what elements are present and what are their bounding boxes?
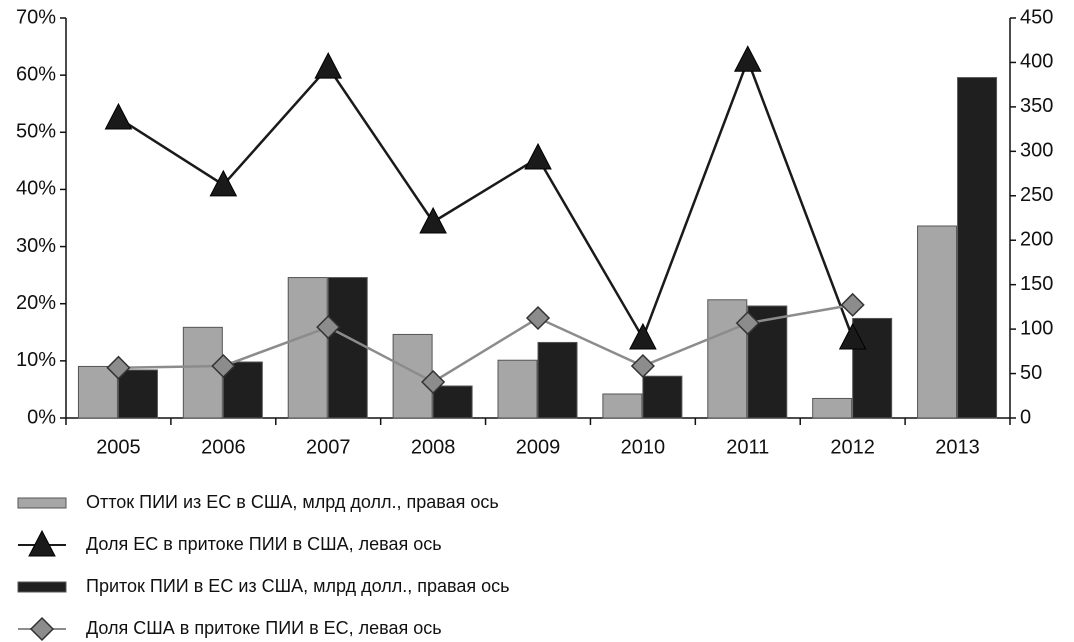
bar — [642, 375, 683, 419]
legend-label: Приток ПИИ в ЕС из США, млрд долл., прав… — [86, 576, 510, 596]
x-tick-label: 2011 — [726, 436, 769, 458]
y2-tick-label: 150 — [1020, 273, 1053, 295]
legend-label: Доля США в притоке ПИИ в ЕС, левая ось — [86, 618, 442, 638]
legend-label: Отток ПИИ из ЕС в США, млрд долл., права… — [86, 492, 499, 512]
bar — [602, 393, 643, 419]
bar — [812, 397, 853, 419]
diamond-marker — [630, 353, 655, 379]
bar — [537, 341, 578, 419]
diamond-marker — [106, 355, 131, 380]
triangle-marker — [629, 322, 657, 350]
triangle-marker — [28, 529, 56, 557]
triangle-marker — [733, 45, 762, 72]
x-tick-label: 2012 — [830, 436, 875, 458]
x-tick-label: 2009 — [516, 436, 561, 458]
y2-tick-label: 100 — [1020, 317, 1053, 339]
y2-tick-label: 250 — [1020, 184, 1053, 206]
bar — [182, 326, 223, 419]
bar — [497, 359, 538, 419]
y2-tick-label: 200 — [1020, 229, 1053, 251]
x-tick-label: 2007 — [306, 436, 351, 458]
y-tick-label: 0% — [27, 406, 56, 428]
bar — [392, 333, 433, 419]
bar — [327, 277, 368, 419]
x-tick-label: 2013 — [935, 436, 980, 458]
y-tick-label: 50% — [16, 121, 56, 143]
y-tick-label: 70% — [16, 6, 56, 28]
diamond-marker — [211, 353, 236, 379]
y2-tick-label: 50 — [1020, 362, 1042, 384]
bar — [707, 299, 748, 419]
diamond-marker — [525, 305, 551, 331]
bar — [957, 77, 998, 419]
y2-tick-label: 0 — [1020, 406, 1031, 428]
diamond-marker — [316, 315, 341, 340]
y2-tick-label: 300 — [1020, 140, 1053, 162]
triangle-marker — [838, 322, 867, 350]
x-tick-label: 2010 — [621, 436, 666, 458]
bar — [432, 385, 473, 419]
bar — [117, 369, 158, 419]
diamond-marker — [840, 292, 865, 317]
triangle-marker — [209, 169, 238, 197]
bar — [287, 277, 328, 419]
legend-label: Доля ЕС в притоке ПИИ в США, левая ось — [86, 534, 442, 554]
y-tick-label: 30% — [16, 235, 56, 257]
y2-tick-label: 400 — [1020, 51, 1053, 73]
triangle-marker — [419, 206, 447, 234]
y-tick-label: 20% — [16, 292, 56, 314]
y-tick-label: 60% — [16, 63, 56, 85]
triangle-marker — [104, 102, 133, 130]
diamond-marker — [421, 369, 446, 395]
x-tick-label: 2005 — [96, 436, 141, 458]
diamond-marker — [29, 616, 55, 642]
legend-swatch — [17, 497, 67, 509]
bar — [917, 225, 958, 419]
x-tick-label: 2006 — [201, 436, 246, 458]
y2-tick-label: 450 — [1020, 6, 1053, 28]
y-tick-label: 40% — [16, 178, 56, 200]
triangle-marker — [524, 142, 552, 170]
y-tick-label: 10% — [16, 349, 56, 371]
x-tick-label: 2008 — [411, 436, 456, 458]
bar — [852, 317, 893, 419]
y2-tick-label: 350 — [1020, 95, 1053, 117]
line — [117, 56, 854, 341]
line — [118, 303, 853, 384]
diamond-marker — [735, 311, 760, 336]
triangle-marker — [314, 52, 343, 79]
legend-swatch — [17, 581, 67, 593]
bar — [77, 365, 118, 419]
